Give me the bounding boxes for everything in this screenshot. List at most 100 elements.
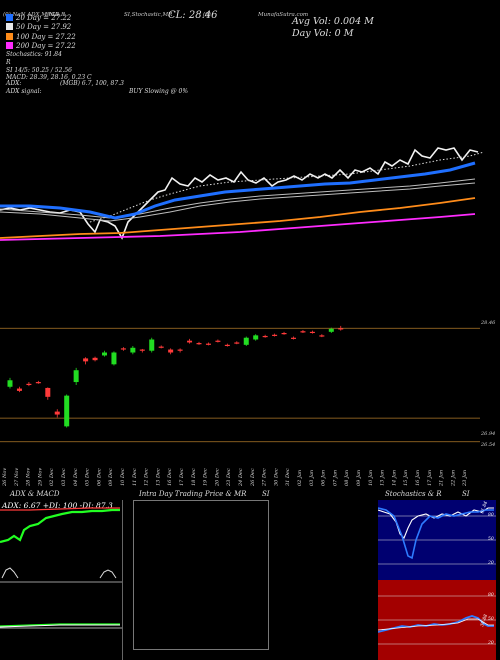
candle [111,351,117,366]
date-label: 10 Jan [368,470,374,486]
candle [73,367,79,385]
candle [7,377,13,389]
date-label: 05 Dec [85,468,91,486]
date-axis: 26 Nov 27 Nov 28 Nov 29 Nov 02 Dec 03 Dec 04 D… [2,468,468,487]
date-label: 11 Dec [132,468,138,486]
candle [158,345,164,349]
level-upper-label: 28.46 [481,320,496,326]
date-label: 16 Dec [167,468,173,486]
intraday-si-title: SI [262,490,270,498]
candle-body [83,358,89,362]
candle [16,386,22,393]
candle [139,348,145,353]
candle-body [291,337,296,339]
candle [54,409,60,418]
candle-body [328,328,334,332]
date-label: 12 Dec [144,468,150,486]
avg-vol: Avg Vol: 0.004 M [292,16,374,27]
level-lower1-label: 26.94 [481,431,496,437]
source-note: MunafaSutra.com [258,12,309,18]
date-label: 03 Dec [61,468,67,486]
candle [281,331,287,335]
candle [328,327,334,333]
candle-body [187,340,193,343]
candle [196,341,202,345]
header-top-mid: SI,Stochastic,MR [124,12,173,18]
candle [26,382,32,387]
date-label: 03 Jan [309,470,315,486]
date-label: 09 Dec [108,468,114,486]
close-label: CL: 28.46 [168,10,218,21]
ma-legend-20: 20 Day = 27.22 [6,14,76,23]
candle-body [139,349,145,351]
candlestick-chart [0,325,480,443]
candle-body [102,352,107,356]
ma20-label: 20 Day = 27.22 [16,14,72,22]
candle [177,348,183,353]
macd-line [0,623,120,627]
date-label: 27 Nov [14,468,20,487]
ma-legend: 20 Day = 27.22 50 Day = 27.92 100 Day = … [6,14,76,52]
stoch-title: Stochastics & R [385,490,442,498]
candle-body [196,343,202,345]
date-label: 16 Jan [415,470,421,486]
adx-readout: ADX: 6.67 +DI: 100 -DI: 87.3 [2,501,113,510]
candle-body [300,331,306,333]
ma50-label: 50 Day = 27.92 [16,23,72,32]
candle-body [234,342,240,344]
stoch-tick-20: 20 [488,561,494,566]
date-label: 06 Dec [96,468,102,486]
indicator-readout: Stochastics: 91.84 R SI 14/5: 50.25 / 52… [6,51,92,82]
candle-body [168,349,174,353]
date-label: 06 Jan [321,470,327,486]
adx-macd-panel: ADX: 6.67 +DI: 100 -DI: 87.3 [0,500,123,660]
date-label: 23 Dec [226,468,232,487]
candle-body [45,387,51,397]
date-label: 28 Nov [26,468,32,487]
candle-body [309,331,315,334]
date-label: 17 Jan [427,470,433,486]
candle-body [35,382,41,384]
candle-body [130,347,136,353]
stoch-tick-80: 80 [488,513,494,518]
intraday-chart-box [133,500,269,650]
candle [45,387,51,400]
candle-body [7,380,13,387]
candle-body [338,328,344,330]
date-label: 30 Dec [273,468,279,486]
macd-readout: MACD: 28.39, 28.16, 0.23 C [6,74,92,82]
ma50-line-2 [0,182,476,222]
ma100-swatch [6,32,13,40]
candle [120,347,126,351]
ema-dotted-line [89,151,485,223]
date-label: 02 Dec [49,468,55,486]
adx-signal-value: BUY Slowing @ 0% [129,88,189,95]
candle-body [120,348,126,350]
ema-label: EMA [45,12,59,18]
candle [35,380,41,384]
adx-signal-label: ADX signal: [6,88,42,95]
stoch-d-line [378,507,494,560]
date-label: 27 Dec [262,468,268,487]
stoch-tick-50: 50 [488,537,494,542]
candle [224,343,230,347]
date-label: 29 Nov [37,468,43,487]
candle [215,339,221,343]
stochastics-panel: 91.84 80 50 20 38.88 80 50 20 [378,500,498,660]
candle [300,330,306,333]
candle-body [158,346,164,348]
date-label: 18 Dec [191,468,197,486]
candle-body [54,411,60,415]
candle [309,330,315,334]
candle-body [149,339,155,351]
ma20-line [0,161,476,220]
candle [243,336,249,346]
candle-body [205,343,211,345]
candle [187,338,193,344]
moving-average-chart [0,147,485,241]
candle-body [281,333,287,335]
level-lower2-label: 26.54 [481,442,496,448]
candle [291,336,296,340]
adx-line [1,567,19,579]
ma100-line [0,197,476,239]
